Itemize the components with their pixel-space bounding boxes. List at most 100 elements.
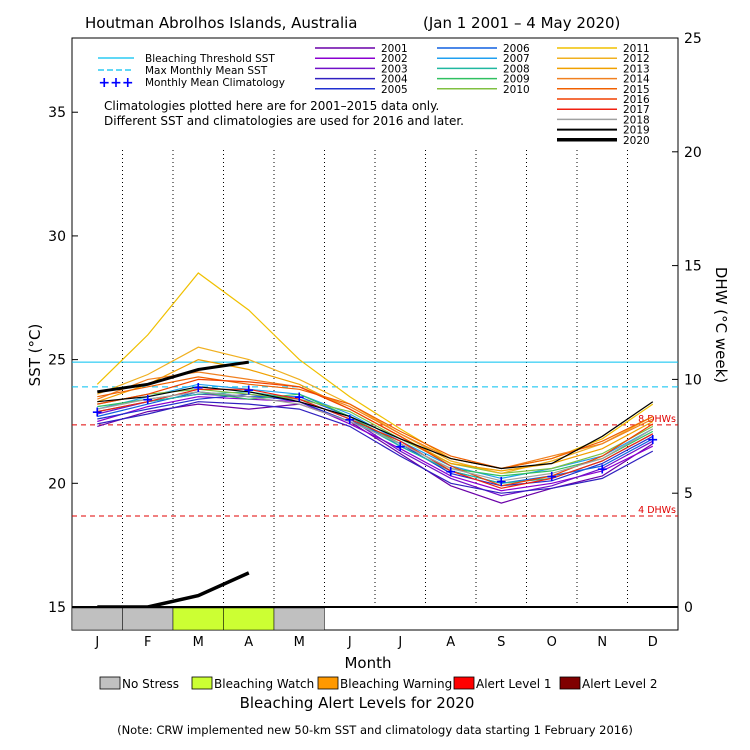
y-axis-label-right: DHW (°C week) — [712, 267, 730, 383]
reference-legend-label: Bleaching Threshold SST — [145, 53, 275, 65]
month-label: J — [94, 635, 99, 650]
dhw-reference-label: 4 DHWs — [638, 505, 676, 516]
note-line-2: Different SST and climatologies are used… — [104, 114, 464, 128]
month-label: J — [347, 635, 352, 650]
alert-legend-label: Bleaching Warning — [340, 677, 452, 691]
year-legend-label: 2004 — [381, 74, 408, 86]
month-label: A — [446, 635, 455, 650]
y-axis-label-left: SST (°C) — [26, 324, 44, 387]
alert-strip-cell — [122, 607, 174, 631]
x-axis-label: Month — [344, 654, 391, 672]
climatology-mark: + — [495, 474, 507, 490]
alert-legend-label: No Stress — [122, 677, 179, 691]
alert-legend-label: Alert Level 2 — [582, 677, 658, 691]
year-legend-label: 2015 — [623, 84, 650, 96]
y-tick-label-left: 20 — [48, 476, 66, 492]
alert-strip — [71, 607, 325, 631]
climatology-mark: + — [394, 439, 406, 455]
alert-legend: No Stress Bleaching Watch Bleaching Warnin… — [99, 676, 658, 691]
reference-legend-marker: +++ — [98, 75, 133, 91]
alert-legend-title: Bleaching Alert Levels for 2020 — [240, 694, 475, 712]
plot-frame — [71, 37, 679, 631]
note-line-1: Climatologies plotted here are for 2001–… — [104, 99, 439, 113]
chart-title: Houtman Abrolhos Islands, Australia — [85, 14, 357, 32]
year-legend-label: 2016 — [623, 94, 650, 106]
alert-strip-cell — [223, 607, 275, 631]
year-legend-label: 2019 — [623, 125, 650, 137]
year-legend-label: 2011 — [623, 43, 650, 55]
y-tick-label-right: 5 — [684, 486, 693, 502]
year-legend-label: 2009 — [503, 74, 530, 86]
alert-legend-swatch — [453, 676, 475, 690]
monthly-mean-climatology-marks: + + + + + + + + + + + + — [91, 380, 658, 490]
reference-lines: 8 DHWs 4 DHWs — [72, 361, 678, 517]
series-line-2006 — [97, 391, 654, 484]
climatology-mark: + — [142, 392, 154, 408]
climatology-mark: + — [647, 432, 659, 448]
climatology-mark: + — [243, 382, 255, 398]
reference-legend-label: Max Monthly Mean SST — [145, 65, 268, 77]
year-legend-label: 2007 — [503, 53, 530, 65]
y-tick-label-right: 20 — [684, 145, 702, 161]
year-legend-label: 2012 — [623, 53, 650, 65]
series-line-2004 — [97, 401, 654, 494]
month-label: S — [497, 635, 505, 650]
month-label: D — [648, 635, 658, 650]
year-legend-label: 2001 — [381, 43, 408, 55]
series-line-2017 — [97, 388, 654, 489]
year-legend-label: 2006 — [503, 43, 530, 55]
y-tick-label-left: 30 — [48, 229, 66, 245]
y-tick-label-left: 35 — [48, 105, 66, 121]
climatology-mark: + — [293, 390, 305, 406]
year-legend-label: 2014 — [623, 74, 650, 86]
month-label: F — [144, 635, 151, 650]
climatology-mark: + — [445, 464, 457, 480]
series-line-2012 — [97, 346, 654, 475]
month-label: N — [597, 635, 607, 650]
year-legend-label: 2017 — [623, 104, 650, 116]
series-line-2003 — [97, 393, 654, 497]
year-legend-label: 2002 — [381, 53, 408, 65]
y-tick-label-right: 0 — [684, 600, 693, 616]
year-legend-label: 2008 — [503, 63, 530, 75]
year-legend-label: 2020 — [623, 135, 650, 147]
series-line-2002 — [97, 396, 654, 492]
alert-legend-swatch — [99, 676, 121, 690]
alert-legend-swatch — [191, 676, 213, 690]
year-legend-label: 2018 — [623, 114, 650, 126]
year-legend-label: 2005 — [381, 84, 408, 96]
month-label: M — [193, 635, 204, 650]
axes: 15 20 25 30 35 0 5 10 15 20 25 J F M A M J J A S O N D — [48, 31, 702, 650]
climatology-mark: + — [596, 461, 608, 477]
climatology-mark: + — [192, 380, 204, 396]
alert-legend-swatch — [559, 676, 581, 690]
series-line-2020 — [97, 360, 250, 394]
alert-strip-cell — [172, 607, 224, 631]
alert-legend-label: Bleaching Watch — [214, 677, 314, 691]
month-label: A — [244, 635, 253, 650]
series-line-2015 — [97, 376, 654, 470]
month-label: J — [397, 635, 402, 650]
month-label: O — [547, 635, 557, 650]
y-tick-label-left: 15 — [48, 600, 66, 616]
y-tick-label-right: 10 — [684, 372, 702, 388]
y-tick-label-left: 25 — [48, 353, 66, 369]
y-tick-label-right: 25 — [684, 31, 702, 47]
alert-strip-cell — [273, 607, 325, 631]
year-legend-label: 2013 — [623, 63, 650, 75]
footnote: (Note: CRW implemented new 50-km SST and… — [117, 723, 633, 737]
alert-legend-label: Alert Level 1 — [476, 677, 552, 691]
alert-legend-swatch — [317, 676, 339, 690]
series-line-2016 — [97, 378, 654, 487]
year-legend-label: 2010 — [503, 84, 530, 96]
climatology-mark: + — [91, 405, 103, 421]
month-label: M — [294, 635, 305, 650]
month-grid — [122, 150, 628, 607]
series-line-2019 — [97, 386, 654, 470]
alert-strip-cell — [71, 607, 123, 631]
sst-series — [96, 272, 654, 504]
dhw-reference-label: 8 DHWs — [638, 414, 676, 425]
series-line-2018 — [97, 391, 654, 482]
